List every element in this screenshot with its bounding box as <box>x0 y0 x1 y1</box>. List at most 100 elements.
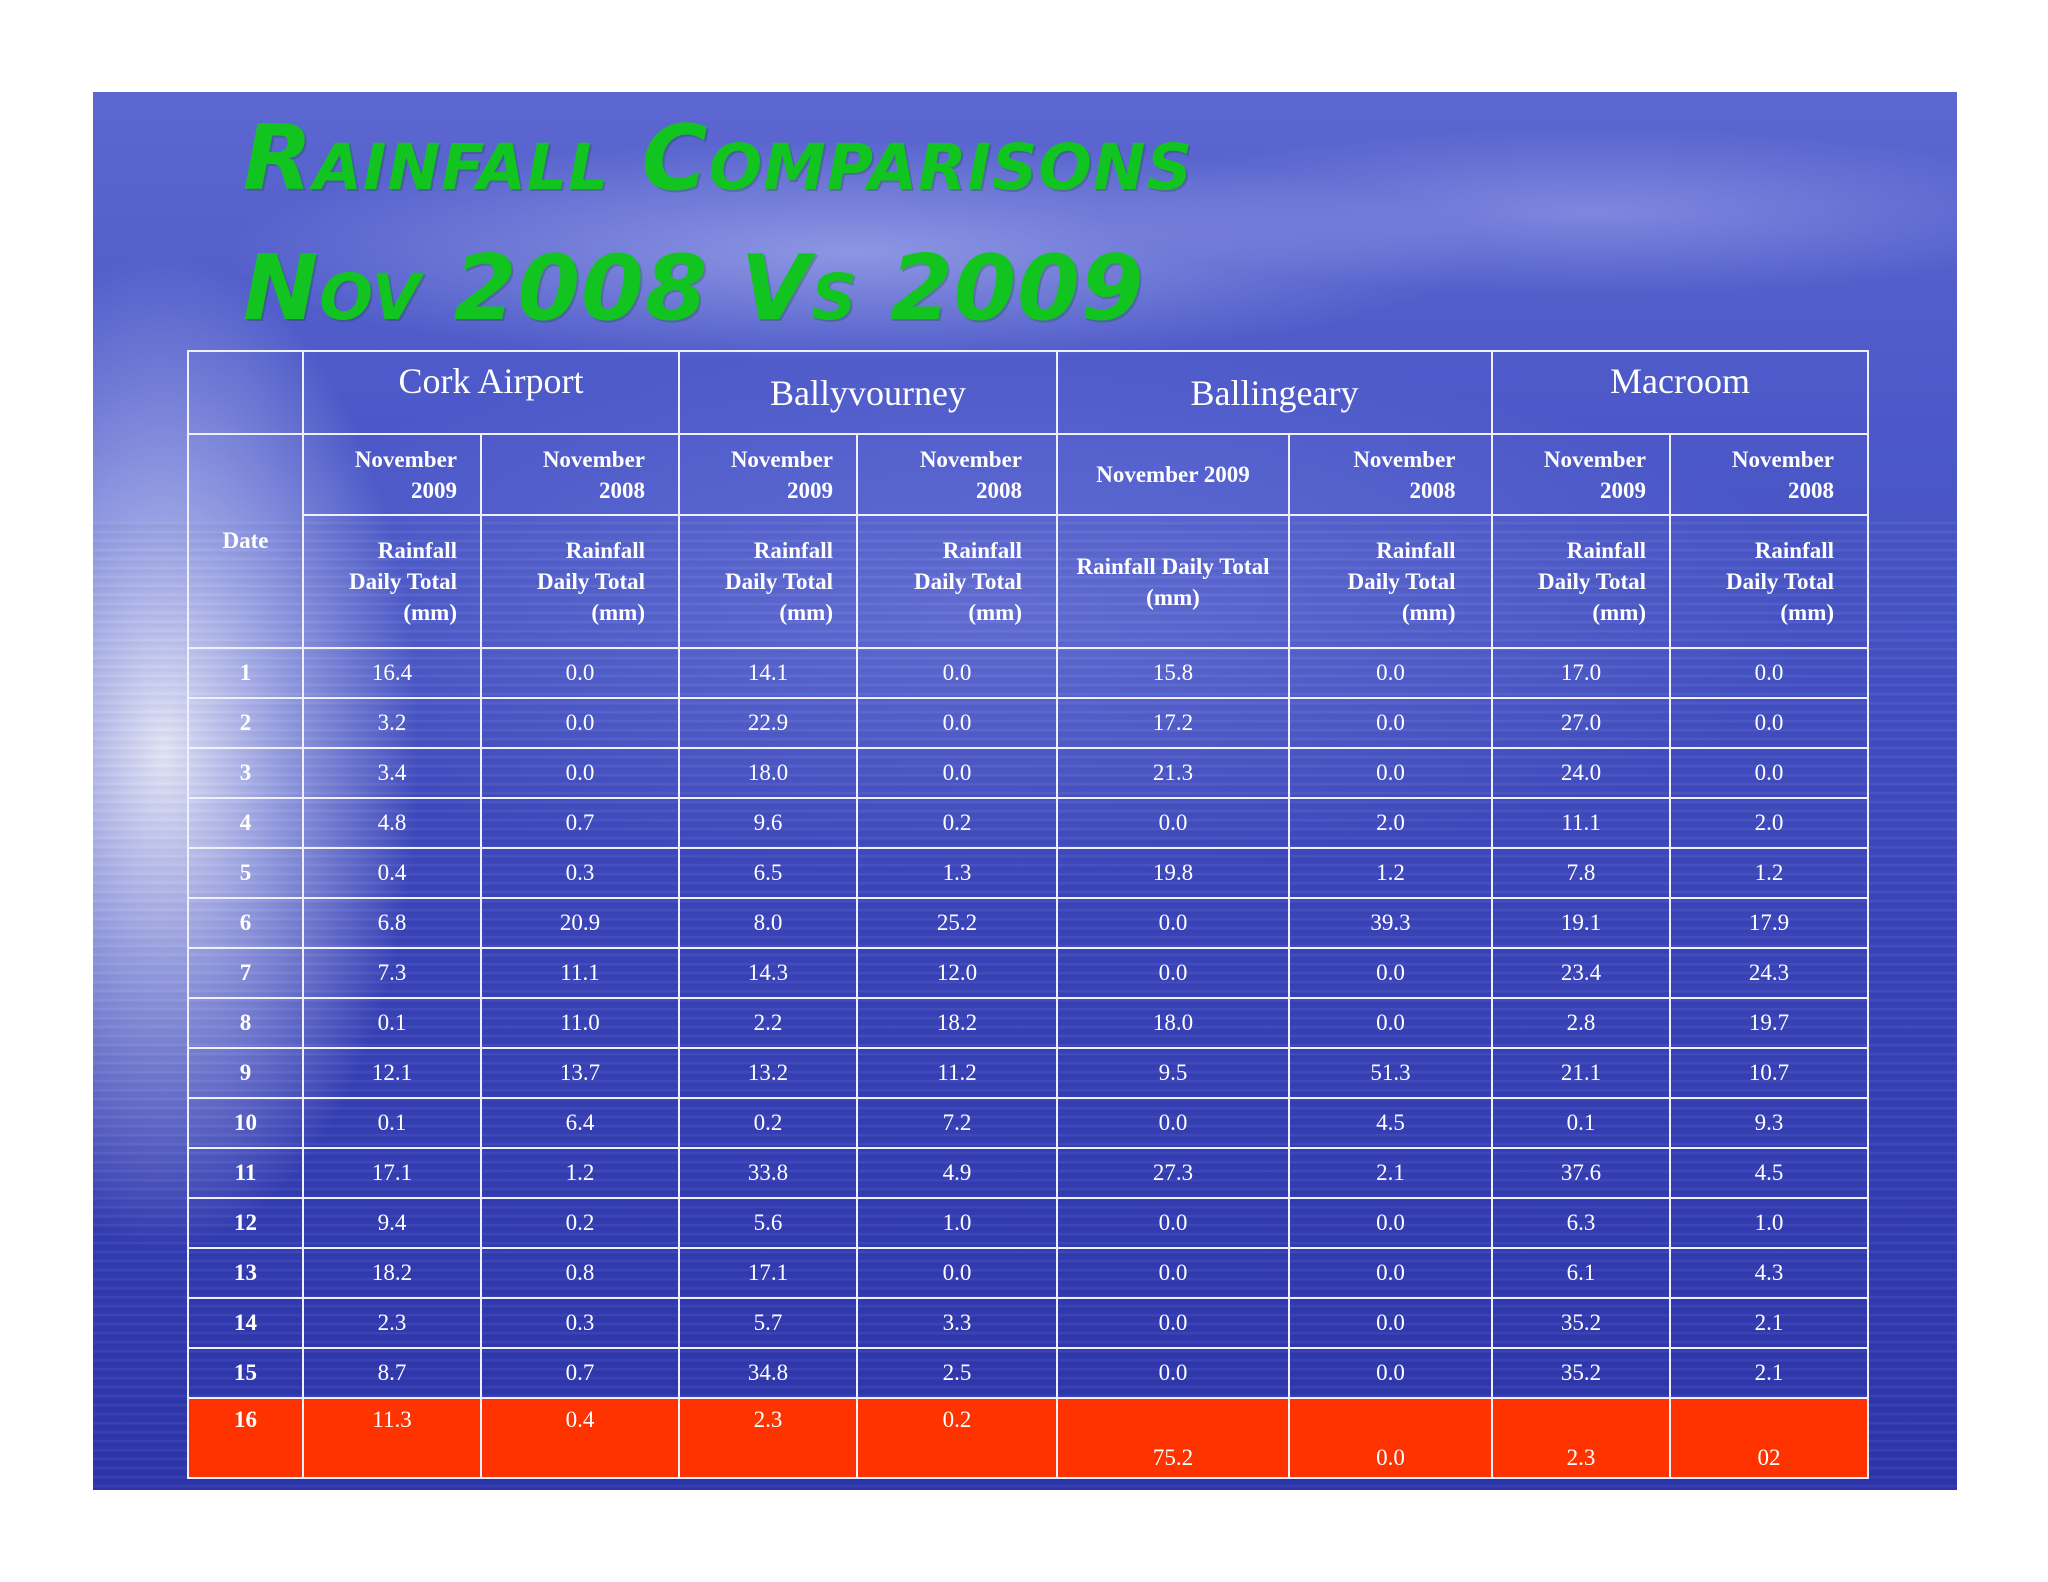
rainfall-cell-cork-airport-2008: 0.0 <box>480 647 680 699</box>
rainfall-cell-ballingeary-2009: 15.8 <box>1056 647 1290 699</box>
date-cell: 3 <box>187 747 304 799</box>
station-header-row: Cork Airport Ballyvourney Ballingeary Ma… <box>187 350 1870 435</box>
table-row: 13 18.2 0.8 17.1 0.0 0.0 0.0 6.1 4.3 <box>187 1247 1870 1299</box>
table-row: 16 11.3 0.4 2.3 0.2 75.2 0.0 2.3 02 <box>187 1397 1870 1479</box>
rainfall-cell-cork-airport-2008: 0.3 <box>480 847 680 899</box>
rainfall-cell-cork-airport-2008: 0.0 <box>480 747 680 799</box>
rainfall-cell-macroom-2009: 19.1 <box>1491 897 1672 949</box>
rainfall-cell-cork-airport-2009: 12.1 <box>302 1047 482 1099</box>
rainfall-cell-ballingeary-2008: 0.0 <box>1287 647 1494 699</box>
table-row: 14 2.3 0.3 5.7 3.3 0.0 0.0 35.2 2.1 <box>187 1297 1870 1349</box>
rainfall-cell-ballyvourney-2009: 22.9 <box>678 697 858 749</box>
rainfall-cell-ballyvourney-2008: 1.0 <box>856 1197 1058 1249</box>
month-header-macroom-2009: November 2009 <box>1491 433 1672 516</box>
month-header-ballingeary-2008: November 2008 <box>1287 433 1494 516</box>
rainfall-cell-cork-airport-2009: 0.1 <box>302 997 482 1049</box>
rainfall-cell-ballyvourney-2008: 0.2 <box>856 797 1058 849</box>
month-header-ballingeary-2009: November 2009 <box>1056 433 1290 516</box>
date-cell: 2 <box>187 697 304 749</box>
rainfall-cell-ballyvourney-2008: 0.0 <box>856 1247 1058 1299</box>
metric-header-cork-airport-2009: Rainfall Daily Total (mm) <box>302 514 482 649</box>
metric-header-macroom-2008: Rainfall Daily Total (mm) <box>1669 514 1870 649</box>
rainfall-cell-macroom-2008: 0.0 <box>1669 747 1870 799</box>
table-row: 3 3.4 0.0 18.0 0.0 21.3 0.0 24.0 0.0 <box>187 747 1870 799</box>
rainfall-cell-cork-airport-2009: 3.2 <box>302 697 482 749</box>
metric-header-label: Rainfall Daily Total (mm) <box>536 538 645 625</box>
title-line-1: Rainfall Comparisons <box>243 106 1193 211</box>
station-header-cork-airport: Cork Airport <box>302 350 680 435</box>
month-header-label: November 2009 <box>1543 446 1647 503</box>
rainfall-cell-ballyvourney-2009: 34.8 <box>678 1347 858 1399</box>
rainfall-cell-cork-airport-2008: 20.9 <box>480 897 680 949</box>
rainfall-cell-ballyvourney-2008: 3.3 <box>856 1297 1058 1349</box>
month-header-label: November 2009 <box>354 446 457 503</box>
metric-header-label: Rainfall Daily Total (mm) <box>1076 553 1270 610</box>
rainfall-cell-ballyvourney-2008: 18.2 <box>856 997 1058 1049</box>
rainfall-cell-macroom-2009: 21.1 <box>1491 1047 1672 1099</box>
month-header-ballyvourney-2008: November 2008 <box>856 433 1058 516</box>
table-row: 6 6.8 20.9 8.0 25.2 0.0 39.3 19.1 17.9 <box>187 897 1870 949</box>
rainfall-cell-cork-airport-2009: 8.7 <box>302 1347 482 1399</box>
rainfall-cell-macroom-2008: 1.2 <box>1669 847 1870 899</box>
rainfall-cell-macroom-2008: 02 <box>1669 1397 1870 1479</box>
rainfall-cell-macroom-2008: 2.1 <box>1669 1297 1870 1349</box>
rainfall-cell-cork-airport-2008: 0.0 <box>480 697 680 749</box>
rainfall-cell-macroom-2009: 37.6 <box>1491 1147 1672 1199</box>
metric-header-label: Rainfall Daily Total (mm) <box>348 538 457 625</box>
rainfall-cell-ballingeary-2009: 75.2 <box>1056 1397 1290 1479</box>
rainfall-cell-cork-airport-2008: 11.0 <box>480 997 680 1049</box>
rainfall-cell-cork-airport-2009: 16.4 <box>302 647 482 699</box>
rainfall-cell-ballyvourney-2008: 2.5 <box>856 1347 1058 1399</box>
rainfall-cell-ballyvourney-2009: 9.6 <box>678 797 858 849</box>
metric-header-row: Rainfall Daily Total (mm) Rainfall Daily … <box>188 514 1870 649</box>
rainfall-cell-ballyvourney-2009: 2.3 <box>678 1397 858 1479</box>
rainfall-cell-ballingeary-2009: 0.0 <box>1056 1247 1290 1299</box>
rainfall-cell-macroom-2008: 17.9 <box>1669 897 1870 949</box>
rainfall-cell-ballingeary-2009: 18.0 <box>1056 997 1290 1049</box>
date-cell: 6 <box>187 897 304 949</box>
date-cell: 1 <box>187 647 304 699</box>
station-header-ballingeary: Ballingeary <box>1055 350 1494 435</box>
metric-header-label: Rainfall Daily Total (mm) <box>1347 538 1456 625</box>
rainfall-cell-cork-airport-2008: 1.2 <box>480 1147 680 1199</box>
rainfall-cell-cork-airport-2008: 0.2 <box>480 1197 680 1249</box>
rainfall-cell-macroom-2009: 27.0 <box>1491 697 1672 749</box>
rainfall-cell-ballingeary-2008: 0.0 <box>1287 1247 1494 1299</box>
rainfall-cell-cork-airport-2009: 7.3 <box>302 947 482 999</box>
rainfall-cell-ballyvourney-2008: 0.0 <box>856 747 1058 799</box>
rainfall-cell-macroom-2008: 10.7 <box>1669 1047 1870 1099</box>
rainfall-cell-ballingeary-2008: 2.1 <box>1287 1147 1494 1199</box>
table-row: 12 9.4 0.2 5.6 1.0 0.0 0.0 6.3 1.0 <box>187 1197 1870 1249</box>
month-header-cork-airport-2008: November 2008 <box>480 433 680 516</box>
rainfall-cell-macroom-2008: 0.0 <box>1669 697 1870 749</box>
rainfall-cell-macroom-2008: 2.0 <box>1669 797 1870 849</box>
month-header-row: Date November 2009 November 2008 November … <box>187 433 1870 649</box>
date-cell: 5 <box>187 847 304 899</box>
rainfall-cell-macroom-2009: 11.1 <box>1491 797 1672 849</box>
rainfall-cell-macroom-2009: 24.0 <box>1491 747 1672 799</box>
rainfall-cell-ballyvourney-2009: 2.2 <box>678 997 858 1049</box>
date-header: Date <box>187 433 304 649</box>
table-row: 15 8.7 0.7 34.8 2.5 0.0 0.0 35.2 2.1 <box>187 1347 1870 1399</box>
rainfall-cell-ballyvourney-2009: 0.2 <box>678 1097 858 1149</box>
month-header-ballyvourney-2009: November 2009 <box>678 433 858 516</box>
rainfall-cell-ballingeary-2009: 0.0 <box>1056 1197 1290 1249</box>
date-cell: 15 <box>187 1347 304 1399</box>
rainfall-cell-cork-airport-2009: 18.2 <box>302 1247 482 1299</box>
rainfall-cell-ballingeary-2008: 0.0 <box>1287 947 1494 999</box>
rainfall-cell-ballingeary-2009: 0.0 <box>1056 1347 1290 1399</box>
rainfall-cell-ballyvourney-2009: 6.5 <box>678 847 858 899</box>
rainfall-cell-macroom-2008: 9.3 <box>1669 1097 1870 1149</box>
rainfall-cell-ballingeary-2008: 51.3 <box>1287 1047 1494 1099</box>
table-row: 4 4.8 0.7 9.6 0.2 0.0 2.0 11.1 2.0 <box>187 797 1870 849</box>
rainfall-cell-cork-airport-2009: 0.4 <box>302 847 482 899</box>
rainfall-cell-ballyvourney-2009: 5.7 <box>678 1297 858 1349</box>
month-header-label: November 2008 <box>542 446 645 503</box>
corner-cell <box>187 350 304 435</box>
metric-header-label: Rainfall Daily Total (mm) <box>1726 538 1835 625</box>
rainfall-cell-ballyvourney-2008: 11.2 <box>856 1047 1058 1099</box>
rainfall-cell-ballingeary-2008: 0.0 <box>1287 997 1494 1049</box>
month-header-macroom-2008: November 2008 <box>1669 433 1870 516</box>
rainfall-cell-ballingeary-2009: 21.3 <box>1056 747 1290 799</box>
rainfall-cell-ballyvourney-2009: 33.8 <box>678 1147 858 1199</box>
